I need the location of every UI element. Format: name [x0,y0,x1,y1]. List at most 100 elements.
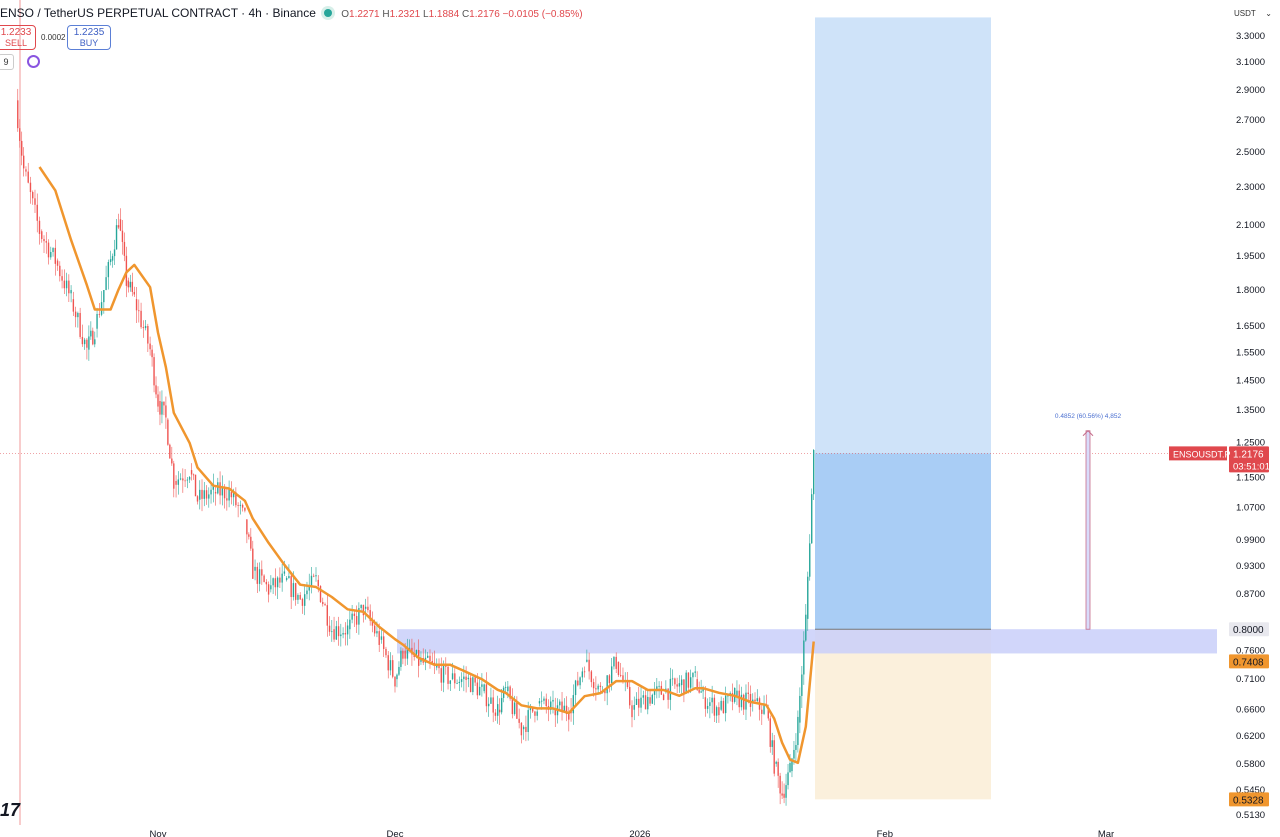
candle [351,613,353,620]
sell-button[interactable]: 1.2233 SELL [0,25,36,50]
candle [574,680,577,696]
candle [649,697,651,704]
stop-price-label: 0.5328 [1233,795,1264,806]
candle [34,198,36,205]
candle [647,696,649,710]
candle [203,490,205,499]
candle [210,489,212,495]
candle [65,280,68,289]
candle [56,260,59,266]
candle [306,590,308,595]
candle [360,604,362,609]
candle [188,477,191,480]
candle [387,655,389,671]
candle [671,678,674,680]
candle [604,690,606,694]
y-tick-label: 1.3500 [1236,405,1265,416]
candle [364,606,367,609]
candle [248,534,250,537]
candle [720,700,722,710]
candle [392,660,394,677]
measure-arrow [1085,430,1091,630]
candle [431,661,433,663]
x-tick-label: Dec [387,829,404,837]
candle [27,171,29,183]
candle [626,680,629,687]
candle [389,660,392,671]
candle [507,686,509,692]
candle [769,718,771,747]
candle [254,566,256,571]
symbol-title[interactable]: ENSO / TetherUS PERPETUAL CONTRACT · 4h … [0,6,316,20]
candle [342,633,344,635]
candle [43,238,45,242]
candle [171,458,173,464]
candle [534,711,536,716]
y-tick-label: 3.1000 [1236,57,1265,68]
buy-button[interactable]: 1.2235 BUY [67,25,111,50]
candle [237,505,239,506]
candle [385,648,387,656]
candle [458,681,461,684]
candle [244,507,246,511]
candle [161,401,163,415]
currency-select[interactable]: USDT ⌄ [1228,6,1276,22]
candle [608,675,611,684]
tradingview-logo: 17 [0,800,21,820]
symbol-header: ENSO / TetherUS PERPETUAL CONTRACT · 4h … [0,6,583,20]
candle [577,680,579,686]
candle [807,576,809,619]
candle [186,479,189,481]
candle [433,662,436,664]
candle [226,498,228,501]
candle [463,676,465,680]
candle [335,626,338,640]
y-tick-label: 2.1000 [1236,220,1265,231]
candle [21,140,23,156]
candle [644,695,647,710]
candle [429,655,431,662]
y-tick-label: 1.6500 [1236,321,1265,332]
indicators-toggle[interactable]: 9 [0,54,14,70]
candle [214,492,217,494]
candle [94,339,96,345]
candle [635,698,638,705]
candle [241,504,244,508]
candle [785,785,787,798]
candle [629,686,631,706]
measure-label: 0.4852 (60.56%) 4,852 [1055,413,1122,420]
candle [747,692,749,695]
candle [683,679,685,694]
candle [552,699,554,702]
spread-value: 0.0002 [41,33,66,42]
y-tick-label: 1.0700 [1236,502,1265,513]
refresh-icon[interactable] [27,55,40,68]
candle [371,620,374,626]
candle [383,636,385,649]
candle [45,241,47,243]
candle [380,636,383,640]
candle [799,695,801,723]
candle [588,659,590,672]
candle [492,697,494,713]
candle [151,349,153,358]
candle [138,310,140,312]
candle [261,569,263,576]
candle [731,693,734,702]
y-tick-label: 0.6600 [1236,705,1265,716]
candle [713,697,716,716]
candle [246,519,248,535]
candle [301,598,304,606]
candle [367,606,369,611]
last-price-label: 1.2176 [1233,449,1264,460]
candle [129,281,132,288]
candle [105,277,107,290]
candle [791,758,793,772]
candle [396,674,398,680]
candle [801,674,803,696]
candle [606,675,608,694]
candle [256,566,259,584]
candle [554,709,556,716]
candle [159,400,161,415]
